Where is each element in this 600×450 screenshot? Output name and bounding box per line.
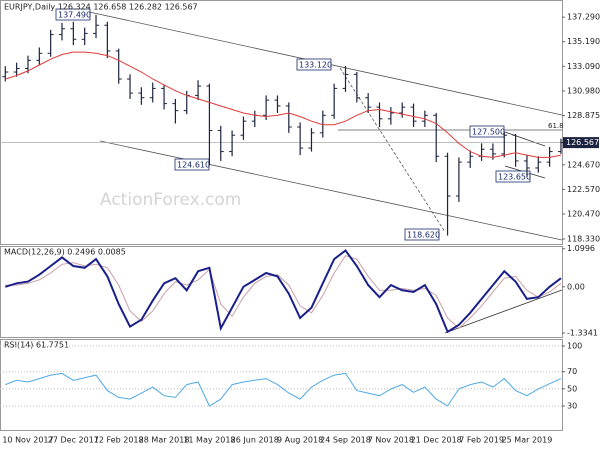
x-tick-label: 26 Jun 2018 [231,436,279,445]
y-tick-label: 122.570 [567,185,600,194]
watermark: ActionForex.com [100,190,241,210]
last-price-label: 126.567 [566,138,599,147]
price-label: 118.620 [407,231,440,240]
price-label: 133.120 [299,61,332,70]
price-label: 123.650 [498,173,531,182]
label-box [404,228,440,241]
y-tick-label: 50 [567,384,577,393]
channel-bottom [99,140,563,241]
rsi-panel [0,339,563,431]
annotations: 137.490 133.120 124.610 118.620 127.500 … [55,8,564,241]
y-tick-label: 128.875 [567,111,600,120]
y-tick-label: 70 [567,367,577,376]
y-tick-label: 0.00 [567,282,585,291]
x-tick-label: 11 May 2018 [183,436,235,445]
x-tick-label: 25 Mar 2019 [502,436,553,445]
fib-line [339,67,446,233]
price-label: 137.490 [58,11,91,20]
signal-line [5,255,562,329]
price-label: 127.500 [472,128,505,137]
x-tick-label: 10 Nov 2017 [2,436,53,445]
triangle-top [504,131,546,147]
label-box [296,58,332,71]
label-box [469,125,505,138]
macd-title: MACD(12,26,9) 0.2496 0.0085 [4,248,126,257]
y-tick-label: 120.470 [567,209,600,218]
macd-trendline [444,289,563,334]
label-box [55,8,91,21]
label-box [495,170,531,183]
moving-average [5,51,562,158]
y-tick-label: -1.3341 [567,328,598,337]
x-tick-label: 24 Sep 2018 [320,436,371,445]
x-tick-label: 9 Aug 2018 [277,436,323,445]
x-tick-label: 12 Feb 2018 [94,436,144,445]
price-label: 124.610 [177,161,210,170]
x-tick-label: 7 Nov 2018 [368,436,414,445]
macd-line [5,249,562,334]
x-tick-label: 27 Dec 2017 [48,436,99,445]
price-panel [0,0,563,245]
x-tick-label: 28 Mar 2018 [139,436,190,445]
y-tick-label: 135.190 [567,37,600,46]
y-tick-label: 1.0996 [567,244,595,253]
rsi-line [5,372,562,407]
x-tick-label: 7 Feb 2019 [459,436,504,445]
y-tick-label: 118.330 [567,234,600,243]
y-tick-label: 133.090 [567,62,600,71]
x-tick-label: 21 Dec 2018 [411,436,462,445]
y-tick-label: 124.670 [567,160,600,169]
y-tick-label: 30 [567,402,577,411]
macd-panel [0,246,563,338]
y-tick-label: 130.980 [567,86,600,95]
y-tick-label: 100 [567,342,582,351]
y-tick-label: 137.290 [567,13,600,22]
price-title: EURJPY,Daily 126.324 126.658 126.282 126… [4,3,198,12]
rsi-title: RSI(14) 61.7751 [4,341,69,350]
fib-label: 61.8 [548,122,564,130]
last-price-box [563,137,599,149]
